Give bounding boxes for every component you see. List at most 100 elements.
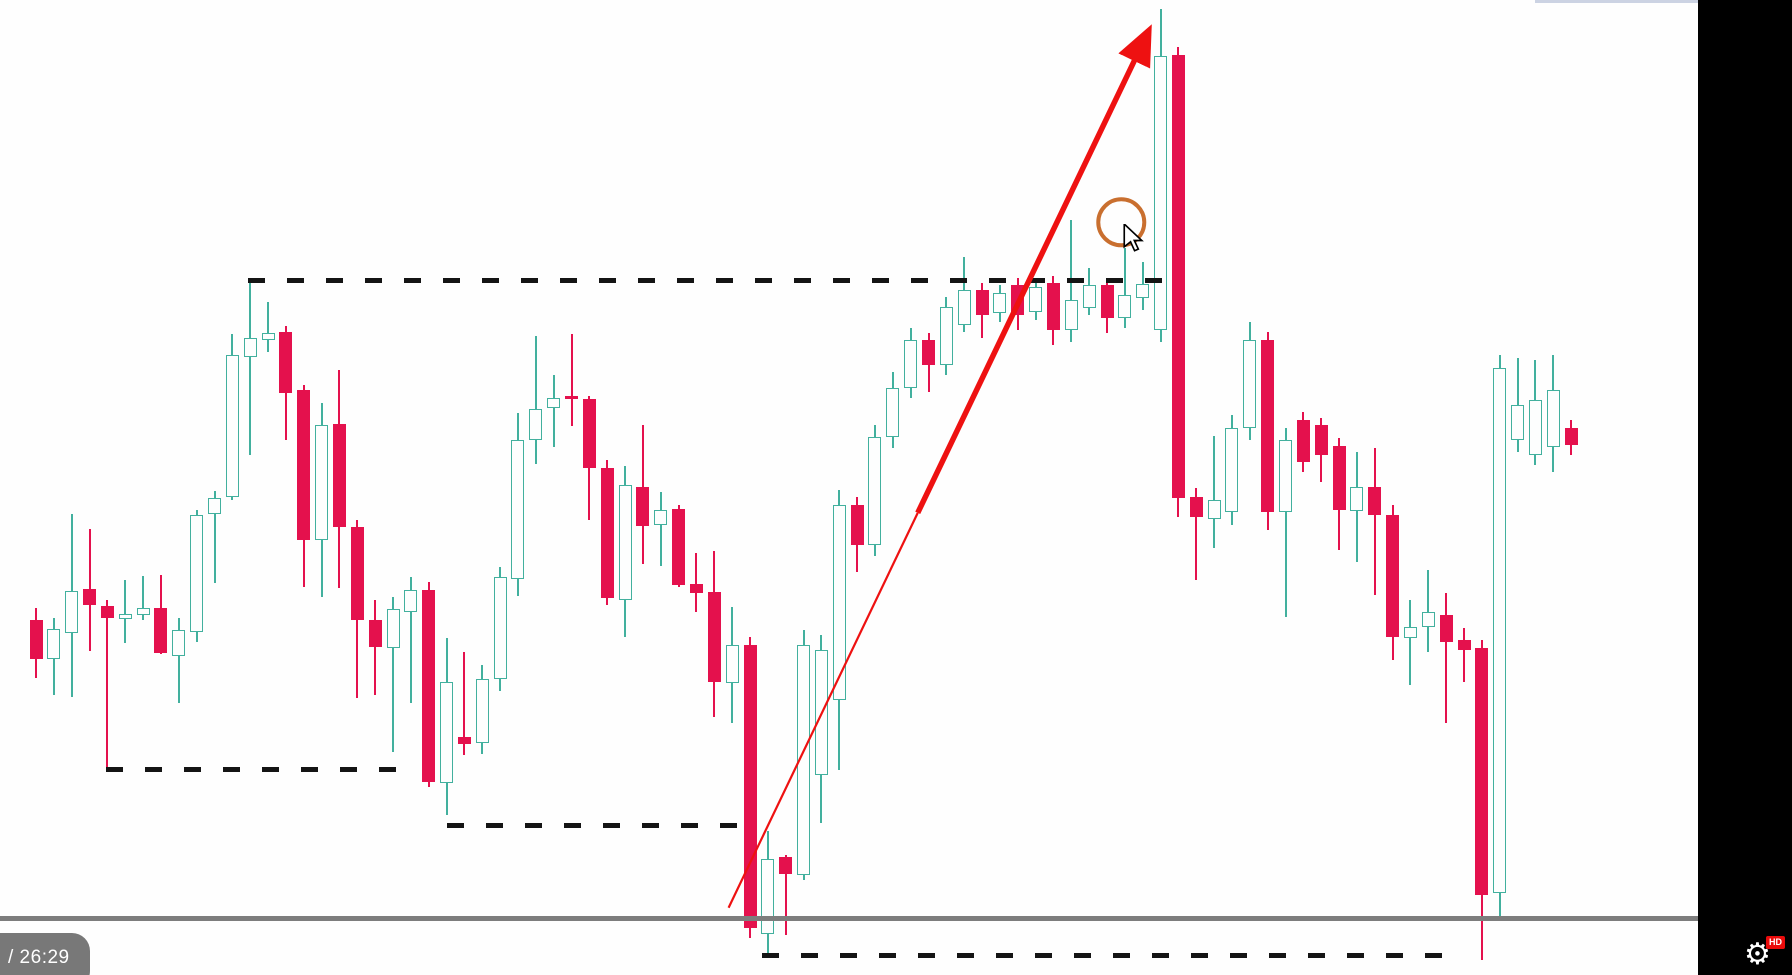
bear-candle-body [1171, 54, 1185, 499]
bear-candle-body [1100, 284, 1114, 318]
bear-candle-body [1368, 486, 1382, 515]
bear-candle-body [279, 332, 293, 393]
bear-candle-body [582, 398, 596, 468]
bull-candle-body [47, 628, 61, 660]
bull-candle-body [1118, 295, 1132, 318]
bull-candle-body [832, 505, 846, 701]
bull-candle-wick [392, 596, 394, 752]
bull-candle-body [618, 484, 632, 600]
bear-candle-body [779, 857, 793, 874]
bull-candle-body [1546, 390, 1560, 447]
bear-candle-body [1457, 639, 1471, 651]
bear-candle-body [1439, 615, 1453, 642]
bull-candle-body [1350, 486, 1364, 511]
bear-candle-wick [106, 599, 109, 769]
bull-candle-body [136, 608, 150, 616]
support-line-left [105, 767, 401, 773]
bear-candle-body [100, 606, 114, 619]
bull-candle-body [1528, 399, 1542, 456]
bear-candle-wick [1195, 487, 1198, 581]
bull-candle-body [386, 609, 400, 649]
bull-candle-body [493, 577, 507, 679]
bull-candle-body [797, 645, 811, 875]
bull-candle-wick [1409, 599, 1412, 686]
bull-candle-body [1493, 367, 1507, 894]
bear-candle-wick [570, 334, 573, 427]
bear-candle-body [565, 395, 578, 399]
bull-candle-body [65, 590, 79, 633]
bull-candle-body [957, 289, 971, 325]
page-divider-line [0, 916, 1698, 921]
mouse-cursor [1123, 224, 1145, 253]
bear-candle-body [1475, 648, 1489, 896]
bear-candle-body [457, 737, 471, 744]
bear-candle-body [1386, 514, 1400, 637]
bull-candle-body [172, 629, 186, 657]
bull-candle-body [1136, 283, 1150, 299]
bull-candle-body [868, 436, 882, 546]
bear-candle-body [1296, 420, 1310, 463]
bull-candle-body [1511, 404, 1525, 440]
bull-candle-body [190, 514, 204, 632]
bull-candle-body [1403, 626, 1417, 638]
bull-candle-body [654, 509, 668, 525]
bull-candle-wick [249, 281, 252, 456]
bull-candle-wick [409, 577, 412, 703]
bear-candle-body [83, 588, 97, 606]
bull-candle-wick [213, 491, 216, 584]
bear-candle-body [600, 468, 614, 598]
bear-candle-body [297, 390, 311, 541]
bull-candle-body [261, 333, 275, 341]
bull-candle-body [529, 408, 543, 440]
bull-candle-body [939, 307, 953, 365]
bull-candle-body [993, 293, 1007, 313]
bear-candle-body [368, 620, 382, 648]
bull-candle-body [118, 614, 132, 620]
bull-candle-body [1243, 340, 1257, 429]
bull-candle-body [1154, 55, 1168, 330]
video-timestamp-label: / 26:29 [8, 947, 70, 968]
bull-candle-wick [659, 492, 662, 567]
settings-button[interactable]: ⚙ HD [1742, 936, 1786, 974]
bull-candle-body [725, 645, 739, 684]
bull-candle-body [243, 338, 257, 357]
bull-candle-body [547, 397, 561, 408]
bull-candle-body [814, 650, 828, 776]
bear-candle-body [1261, 340, 1275, 512]
bull-candle-body [761, 858, 775, 935]
bear-candle-body [422, 589, 436, 782]
bear-candle-body [350, 527, 364, 621]
bull-candle-wick [534, 336, 537, 465]
bull-candle-wick [552, 375, 555, 447]
bull-candle-wick [124, 580, 127, 643]
bull-candle-body [404, 589, 418, 613]
bear-candle-body [636, 486, 650, 526]
bull-candle-body [1225, 428, 1239, 512]
bear-candle-body [1046, 282, 1060, 330]
bear-candle-body [672, 508, 686, 585]
bear-candle-wick [463, 652, 466, 755]
bull-candle-wick [1284, 428, 1287, 618]
bull-candle-body [440, 681, 454, 783]
bear-candle-body [1314, 425, 1328, 456]
bull-candle-body [1207, 500, 1221, 519]
bull-candle-body [225, 354, 239, 498]
bear-candle-wick [1463, 627, 1465, 682]
bull-candle-body [1029, 286, 1043, 312]
bear-candle-body [29, 620, 43, 660]
bear-candle-body [1332, 445, 1346, 510]
hd-quality-badge: HD [1766, 936, 1785, 949]
bear-candle-body [743, 645, 757, 929]
bull-candle-body [1082, 284, 1096, 309]
bear-candle-body [332, 424, 346, 528]
bull-candle-body [1421, 612, 1435, 627]
bear-candle-body [975, 289, 989, 315]
right-black-sidebar [1698, 0, 1792, 975]
bull-candle-body [1064, 300, 1078, 330]
bull-candle-body [511, 439, 525, 580]
resistance-zone-line [248, 277, 1170, 283]
bull-candle-wick [267, 302, 270, 352]
bull-candle-wick [142, 576, 145, 621]
